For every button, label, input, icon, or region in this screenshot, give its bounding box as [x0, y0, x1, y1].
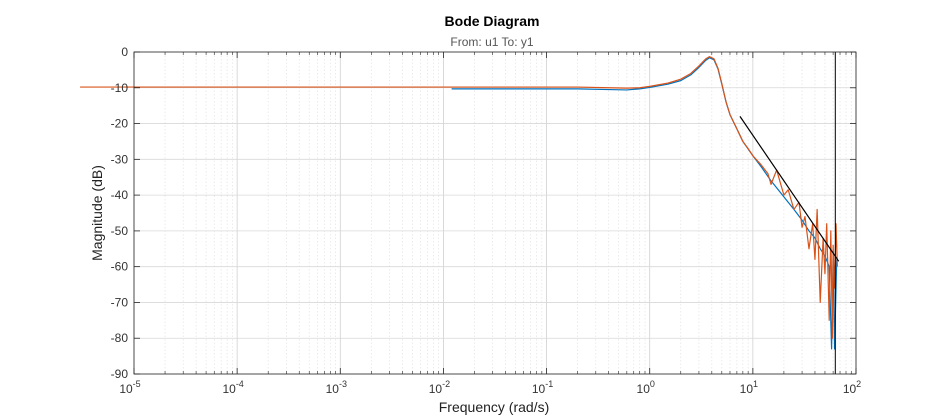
- y-tick-label: -50: [111, 224, 129, 238]
- x-tick-label: 10-5: [119, 379, 140, 396]
- y-tick-label: -80: [111, 331, 129, 345]
- y-axis-label: Magnitude (dB): [89, 165, 105, 261]
- x-tick-label: 10-2: [429, 379, 450, 396]
- series-line-3: [739, 116, 840, 262]
- y-tick-label: -40: [111, 188, 129, 202]
- y-tick-label: -90: [111, 367, 129, 381]
- y-tick-label: -20: [111, 117, 129, 131]
- x-tick-label: 101: [740, 379, 758, 396]
- y-tick-label: -10: [111, 81, 129, 95]
- y-tick-label: -70: [111, 295, 129, 309]
- y-tick-label: -60: [111, 260, 129, 274]
- chart-subtitle: From: u1 To: y1: [450, 35, 533, 49]
- x-tick-label: 10-1: [532, 379, 553, 396]
- x-tick-label: 102: [843, 379, 861, 396]
- plot-frame: [133, 51, 857, 375]
- plot-area: [134, 52, 856, 374]
- y-tick-label: -30: [111, 152, 129, 166]
- chart-title: Bode Diagram: [445, 13, 540, 29]
- ticks: [133, 51, 857, 375]
- series-layer: [80, 52, 840, 374]
- tick-labels: 10-5 10-4 10-3 10-2 10-1 100 101 102 0 -10 -20 -30 -…: [111, 45, 862, 396]
- x-tick-label: 10-4: [222, 379, 243, 396]
- series-line-2: [80, 56, 838, 339]
- y-tick-label: 0: [121, 45, 128, 59]
- x-tick-label: 100: [637, 379, 655, 396]
- x-tick-label: 10-3: [326, 379, 347, 396]
- x-axis-label: Frequency (rad/s): [439, 399, 549, 415]
